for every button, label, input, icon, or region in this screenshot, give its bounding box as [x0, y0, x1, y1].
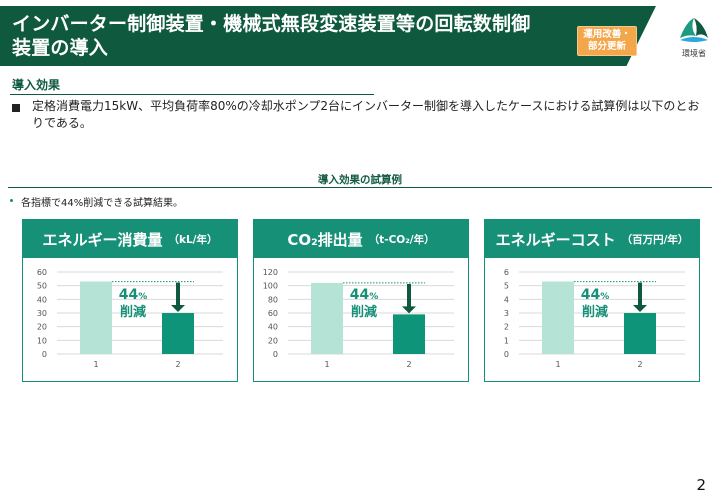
x-tick-label: 1 — [93, 360, 98, 369]
example-title: 導入効果の試算例 — [318, 174, 402, 186]
y-tick-label: 80 — [268, 295, 278, 304]
co2-chart: 0 20 40 60 80 100 120 1 2 44%削減 — [263, 268, 454, 369]
status-badge: 運用改善・ 部分更新 — [577, 26, 637, 56]
x-tick-label: 1 — [324, 360, 329, 369]
chart-unit: （百万円/年） — [621, 233, 689, 246]
title-line-1: インバーター制御装置・機械式無段変速装置等の回転数制御 — [12, 13, 531, 35]
y-tick-label: 0 — [42, 350, 47, 359]
energy-chart: 0 10 20 30 40 50 60 1 2 44%削減 — [37, 268, 223, 369]
x-tick-label: 2 — [175, 360, 180, 369]
chart-title: エネルギー消費量 — [42, 230, 163, 249]
reduction-arrow-shaft — [407, 283, 411, 308]
y-tick-label: 2 — [504, 323, 509, 332]
cost-chart: 0 1 2 3 4 5 6 1 2 44%削減 — [504, 268, 685, 369]
chart-card-cost: エネルギーコスト （百万円/年） 0 1 2 3 4 5 6 1 2 44% 削減 — [484, 219, 700, 382]
reduction-arrow-head-icon — [171, 305, 185, 312]
y-tick-label: 0 — [504, 350, 509, 359]
chart-header: エネルギーコスト （百万円/年） — [485, 220, 699, 258]
chart-card-energy: エネルギー消費量 （kL/年） 0 10 20 30 40 50 60 1 2 44% 削減 — [22, 219, 238, 382]
bar-before — [542, 281, 574, 354]
y-tick-label: 5 — [504, 282, 509, 291]
y-tick-label: 1 — [504, 336, 509, 345]
bar-before — [80, 281, 112, 354]
y-tick-label: 10 — [37, 336, 47, 345]
ministry-logo-icon — [680, 18, 708, 42]
section-title: 導入効果 — [12, 78, 61, 92]
reduction-arrow-head-icon — [633, 305, 647, 312]
reduction-arrow-head-icon — [402, 306, 416, 314]
example-divider — [8, 187, 712, 188]
y-tick-label: 40 — [37, 295, 47, 304]
reduction-arrow-shaft — [176, 282, 180, 306]
reduction-percent: 44% — [581, 287, 610, 303]
y-tick-label: 20 — [268, 336, 278, 345]
y-tick-label: 0 — [273, 350, 278, 359]
badge-line-2: 部分更新 — [587, 41, 626, 52]
bar-after — [393, 314, 425, 354]
title-line-2: 装置の導入 — [12, 37, 109, 59]
y-tick-label: 120 — [263, 268, 278, 277]
page-title: インバーター制御装置・機械式無段変速装置等の回転数制御 装置の導入 — [12, 12, 552, 60]
y-tick-label: 100 — [263, 282, 278, 291]
bar-after — [162, 313, 194, 354]
reduction-label: 削減 — [351, 304, 377, 320]
reduction-percent: 44% — [119, 287, 148, 303]
chart-unit: （t-CO₂/年） — [368, 233, 435, 246]
x-tick-label: 2 — [637, 360, 642, 369]
chart-title: エネルギーコスト — [495, 230, 616, 249]
section-divider — [10, 94, 374, 95]
bullet-dot-icon — [10, 199, 13, 202]
y-tick-label: 60 — [268, 309, 278, 318]
y-tick-label: 20 — [37, 323, 47, 332]
y-tick-label: 60 — [37, 268, 47, 277]
reduction-label: 削減 — [582, 304, 608, 320]
y-tick-label: 30 — [37, 309, 47, 318]
y-tick-label: 3 — [504, 309, 509, 318]
chart-title: CO₂排出量 — [287, 230, 363, 249]
y-tick-label: 50 — [37, 282, 47, 291]
bullet-square-icon — [12, 104, 20, 112]
chart-header: エネルギー消費量 （kL/年） — [23, 220, 237, 258]
ministry-logo: 環境省 — [676, 14, 712, 60]
x-tick-label: 2 — [406, 360, 411, 369]
reduction-arrow-shaft — [638, 282, 642, 306]
bar-after — [624, 313, 656, 354]
x-tick-label: 1 — [555, 360, 560, 369]
reduction-label: 削減 — [120, 304, 146, 320]
badge-line-1: 運用改善・ — [583, 29, 631, 40]
example-note: 各指標で44%削減できる試算結果。 — [21, 198, 184, 209]
chart-card-co2: CO₂排出量 （t-CO₂/年） 0 20 40 60 80 100 120 1 2 44% 削減 — [253, 219, 469, 382]
chart-unit: （kL/年） — [168, 233, 218, 246]
title-banner — [0, 6, 656, 66]
section-body: 定格消費電力15kW、平均負荷率80%の冷却水ポンプ2台にインバーター制御を導入… — [32, 99, 700, 130]
logo-text: 環境省 — [682, 49, 706, 58]
y-tick-label: 6 — [504, 268, 509, 277]
y-tick-label: 4 — [504, 295, 509, 304]
page-number: 2 — [696, 476, 706, 494]
bar-before — [311, 282, 343, 354]
y-tick-label: 40 — [268, 323, 278, 332]
chart-header: CO₂排出量 （t-CO₂/年） — [254, 220, 468, 258]
reduction-percent: 44% — [350, 287, 379, 303]
